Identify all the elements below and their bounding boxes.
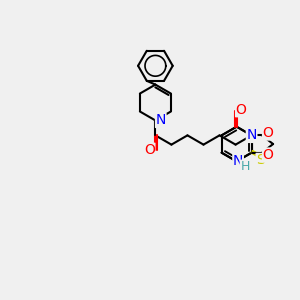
Text: N: N	[156, 113, 166, 128]
Text: N: N	[233, 154, 243, 168]
Text: O: O	[144, 143, 155, 157]
Text: O: O	[262, 126, 274, 140]
Text: S: S	[256, 154, 265, 167]
Text: N: N	[246, 128, 257, 142]
Text: O: O	[236, 103, 247, 117]
Text: O: O	[262, 148, 274, 162]
Text: H: H	[240, 160, 250, 173]
